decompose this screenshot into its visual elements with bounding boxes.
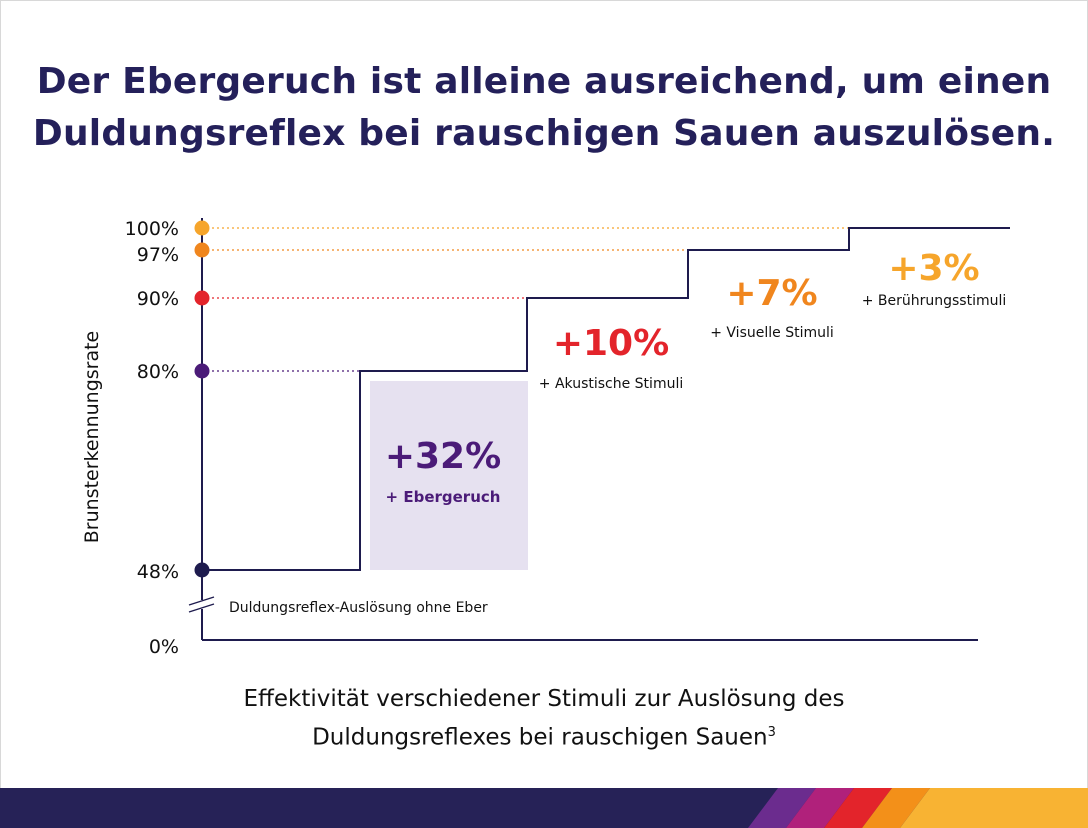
step-annotations: +32% + Ebergeruch +10% + Akustische Stimuli… — [385, 248, 1006, 506]
y-tick-label: 80% — [137, 361, 179, 383]
step-3-increment: +7% — [726, 273, 817, 314]
step-3-label: + Visuelle Stimuli — [710, 325, 834, 341]
y-tick-label: 97% — [137, 244, 179, 266]
footer-stripe — [824, 788, 892, 828]
caption-line-1: Effektivität verschiedener Stimuli zur A… — [243, 686, 845, 712]
marker-step-1 — [194, 363, 210, 379]
x-axis-caption: Effektivität verschiedener Stimuli zur A… — [0, 682, 1088, 755]
footer-stripe — [786, 788, 854, 828]
y-tick-label: 0% — [149, 636, 179, 658]
caption-line-2: Duldungsreflexes bei rauschigen Sauen3 — [0, 716, 1088, 755]
footer-bar — [0, 788, 1088, 828]
marker-step-3 — [194, 242, 210, 258]
y-tick-label: 48% — [137, 561, 179, 583]
step-line — [202, 227, 1010, 571]
ebergeruch-highlight-box — [370, 381, 528, 570]
axis-break-icon — [188, 596, 215, 613]
marker-step-2 — [194, 290, 210, 306]
caption-line-2-text: Duldungsreflexes bei rauschigen Sauen — [312, 724, 768, 751]
step-2-increment: +10% — [553, 323, 669, 364]
level-markers — [194, 220, 210, 578]
marker-step-4 — [194, 220, 210, 236]
marker-baseline — [194, 562, 210, 578]
axis-break-mark-2 — [188, 603, 215, 613]
step-1-label: + Ebergeruch — [386, 488, 501, 506]
y-tick-label: 90% — [137, 288, 179, 310]
y-tick-labels: 100% 97% 90% 80% 48% 0% — [125, 218, 179, 658]
footer-stripes — [748, 788, 1088, 828]
footer-stripe — [748, 788, 816, 828]
step-4-increment: +3% — [888, 248, 979, 289]
baseline-label: Duldungsreflex-Auslösung ohne Eber — [229, 600, 488, 616]
guide-lines — [202, 227, 849, 372]
headline-line-1: Der Ebergeruch ist alleine ausreichend, … — [36, 61, 1052, 102]
axis-break-mark-1 — [188, 596, 215, 606]
y-axis-label: Brunsterkennungsrate — [81, 331, 103, 544]
footer-stripe — [862, 788, 930, 828]
footer-stripe — [900, 788, 1088, 828]
step-2-label: + Akustische Stimuli — [539, 376, 683, 392]
headline-line-2: Duldungsreflex bei rauschigen Sauen ausz… — [32, 113, 1056, 154]
caption-footnote: 3 — [767, 725, 776, 740]
y-tick-label: 100% — [125, 218, 179, 240]
step-1-increment: +32% — [385, 436, 501, 477]
headline: Der Ebergeruch ist alleine ausreichend, … — [0, 56, 1088, 160]
step-4-label: + Berührungsstimuli — [862, 293, 1007, 309]
